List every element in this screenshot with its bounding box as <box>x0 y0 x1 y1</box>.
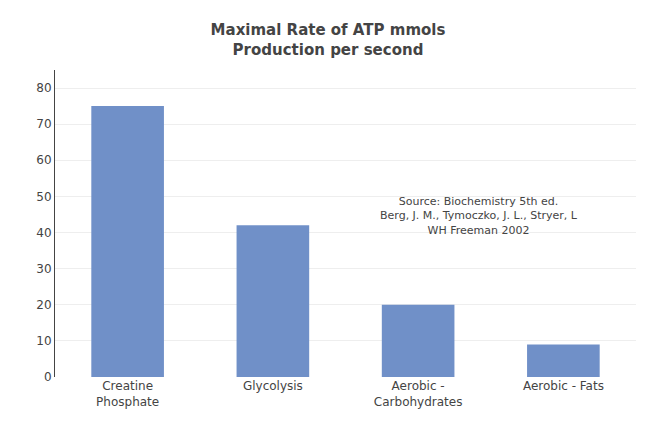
svg-text:CreatinePhosphate: CreatinePhosphate <box>96 379 159 409</box>
svg-text:10: 10 <box>36 334 51 348</box>
svg-text:Maximal Rate of ATP mmolsProdu: Maximal Rate of ATP mmolsProduction per … <box>211 21 446 59</box>
svg-text:40: 40 <box>36 226 51 240</box>
svg-text:Aerobic -Carbohydrates: Aerobic -Carbohydrates <box>374 379 463 409</box>
svg-text:Glycolysis: Glycolysis <box>243 379 303 393</box>
svg-text:Source: Biochemistry 5th ed.Be: Source: Biochemistry 5th ed.Berg, J. M.,… <box>380 195 578 237</box>
svg-text:0: 0 <box>44 370 52 384</box>
svg-text:70: 70 <box>36 117 51 131</box>
svg-text:20: 20 <box>36 298 51 312</box>
svg-text:80: 80 <box>36 81 51 95</box>
svg-text:30: 30 <box>36 262 51 276</box>
svg-text:50: 50 <box>36 190 51 204</box>
svg-text:Aerobic - Fats: Aerobic - Fats <box>523 379 604 393</box>
svg-text:60: 60 <box>36 153 51 167</box>
